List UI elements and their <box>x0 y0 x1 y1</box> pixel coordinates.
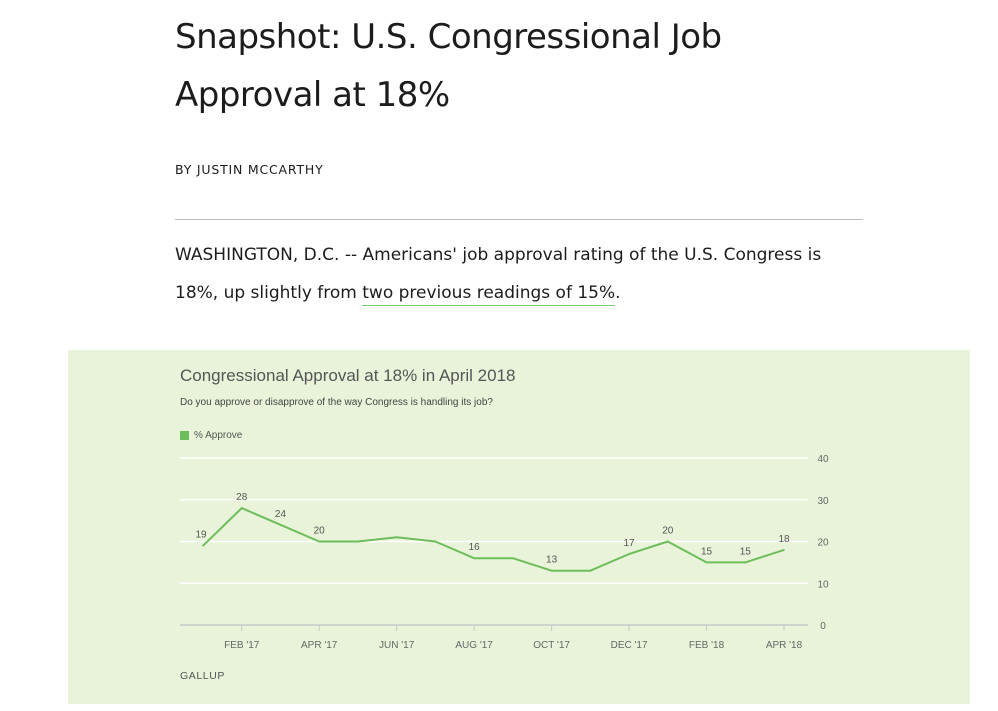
data-point <box>512 557 514 559</box>
y-tick-label: 20 <box>817 538 829 549</box>
data-label: 24 <box>275 509 287 520</box>
divider <box>175 219 863 220</box>
legend-swatch <box>180 431 189 440</box>
data-label: 15 <box>740 546 752 557</box>
data-label: 20 <box>314 526 326 537</box>
chart-source: GALLUP <box>180 670 226 682</box>
data-point <box>744 561 747 564</box>
lede-end: . <box>615 283 621 303</box>
data-point <box>589 569 592 572</box>
data-label: 20 <box>662 526 674 537</box>
y-tick-label: 10 <box>817 579 829 590</box>
x-tick-label: FEB '18 <box>689 640 725 651</box>
data-label: 13 <box>546 555 558 566</box>
data-label: 19 <box>195 530 207 541</box>
chart-title: Congressional Approval at 18% in April 2… <box>180 366 516 385</box>
y-tick-label: 40 <box>817 454 829 465</box>
legend-label: % Approve <box>194 430 243 441</box>
data-point <box>473 557 475 559</box>
data-point <box>550 569 553 572</box>
data-point <box>395 536 398 539</box>
y-tick-label: 30 <box>817 496 829 507</box>
data-label: 28 <box>236 492 248 503</box>
y-tick-label: 0 <box>820 621 826 632</box>
chart-panel <box>68 350 970 704</box>
data-label: 15 <box>701 546 713 557</box>
lede-text: WASHINGTON, D.C. -- Americans' job appro… <box>175 245 822 303</box>
x-tick-label: DEC '17 <box>611 640 648 651</box>
data-label: 17 <box>624 538 636 549</box>
x-tick-label: APR '18 <box>766 640 803 651</box>
previous-readings-link[interactable]: two previous readings of 15% <box>362 283 616 306</box>
data-label: 16 <box>469 542 481 553</box>
data-point <box>434 540 437 543</box>
x-tick-label: JUN '17 <box>379 640 415 651</box>
article-byline: BY JUSTIN MCCARTHY <box>175 162 324 177</box>
series-line <box>202 507 785 572</box>
data-point <box>279 524 282 526</box>
chart-legend: % Approve <box>180 430 242 441</box>
data-point <box>357 540 359 543</box>
x-tick-label: FEB '17 <box>224 640 260 651</box>
data-point <box>318 540 321 543</box>
chart-subtitle: Do you approve or disapprove of the way … <box>180 397 493 408</box>
x-tick-label: AUG '17 <box>455 640 493 651</box>
data-point <box>202 544 204 547</box>
data-label: 18 <box>778 534 790 545</box>
data-point <box>240 507 243 509</box>
article-headline: Snapshot: U.S. Congressional Job Approva… <box>175 17 722 115</box>
data-point <box>628 553 630 555</box>
data-point <box>705 561 708 564</box>
article-lede: WASHINGTON, D.C. -- Americans' job appro… <box>175 236 855 312</box>
data-point <box>667 540 669 543</box>
x-tick-label: OCT '17 <box>533 640 570 651</box>
data-point <box>783 549 785 551</box>
x-tick-label: APR '17 <box>301 640 338 651</box>
